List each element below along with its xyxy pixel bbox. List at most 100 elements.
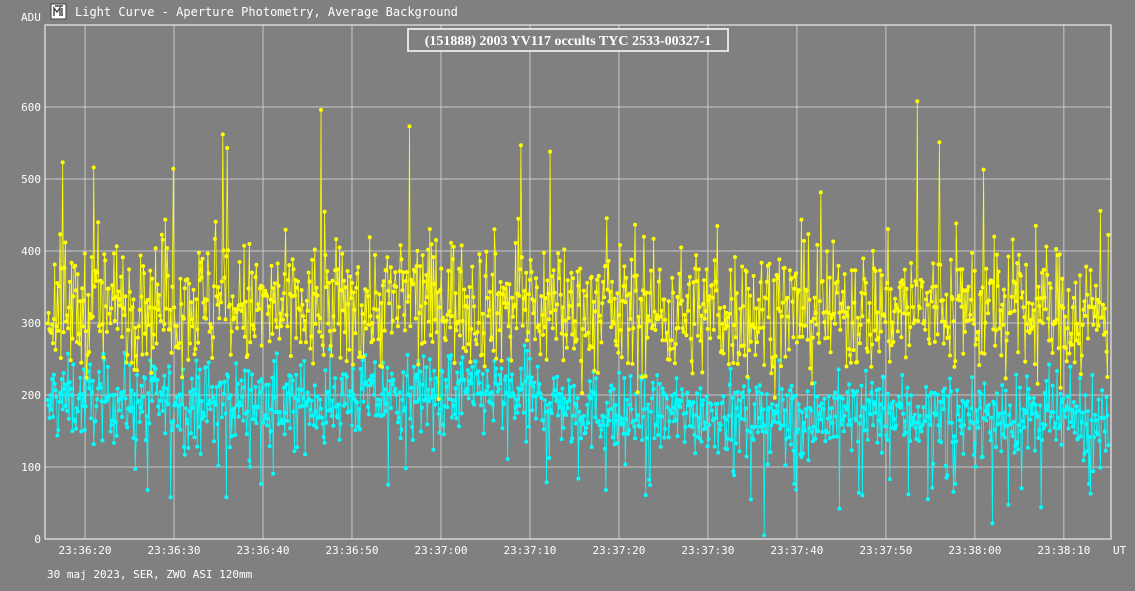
target-data-point [474,342,479,347]
target-data-point [974,337,979,342]
comparison-data-point [840,417,845,422]
comparison-data-point [502,402,507,406]
target-data-point [83,329,88,334]
comparison-data-point [97,369,101,374]
comparison-data-point [393,386,398,391]
comparison-data-point [607,418,612,423]
target-data-point [1063,314,1067,319]
target-data-point [848,360,853,365]
target-data-point [732,323,737,328]
comparison-data-point [905,385,910,390]
target-data-point [790,299,795,304]
comparison-data-point [97,381,102,386]
comparison-data-point [438,407,443,412]
chart-title-border [407,28,729,52]
target-data-point [851,348,856,352]
target-data-point [208,321,213,326]
target-data-point [744,269,749,274]
comparison-data-point [335,415,340,420]
target-data-point [84,375,89,380]
comparison-data-point [726,413,731,418]
target-data-point [199,275,204,280]
target-data-point [772,395,777,400]
comparison-data-point [792,482,797,486]
comparison-data-point [208,407,213,412]
target-data-point [250,323,255,328]
target-data-point [158,318,163,323]
target-data-point [373,290,378,295]
target-data-point [952,364,957,369]
target-data-point [338,355,343,360]
target-data-point [947,335,952,340]
target-data-point [465,305,470,310]
target-data-point [221,248,226,253]
target-data-point [335,267,340,272]
target-data-point [304,340,308,345]
target-data-point [407,124,412,129]
comparison-data-point [314,425,319,430]
comparison-data-point [505,457,510,461]
comparison-data-point [130,405,135,410]
target-data-point [324,285,329,290]
comparison-data-point [794,487,799,492]
comparison-data-point [359,386,364,391]
comparison-data-point [952,434,957,439]
target-data-point [868,332,873,337]
target-data-point [148,268,153,273]
target-data-point [92,284,97,289]
comparison-data-point [542,398,547,403]
target-data-point [807,297,812,302]
target-data-point [965,287,970,292]
comparison-data-point [634,418,639,422]
comparison-data-point [694,413,699,417]
target-data-point [266,304,271,309]
comparison-data-point [780,397,785,402]
target-data-point [584,293,589,298]
target-data-point [484,249,489,254]
window-title: Light Curve - Aperture Photometry, Avera… [75,5,458,19]
x-tick-label: 23:37:30 [681,544,734,557]
target-data-point [1074,338,1079,343]
target-data-point [715,224,720,228]
comparison-data-point [984,418,989,423]
target-data-point [1036,284,1041,289]
target-data-point [334,281,339,286]
target-data-point [926,337,931,342]
comparison-data-point [652,436,657,441]
target-data-point [849,268,854,273]
comparison-data-point [839,422,844,427]
target-data-point [656,317,661,322]
comparison-data-point [725,447,730,452]
target-data-point [609,325,614,330]
comparison-data-point [491,418,496,423]
comparison-data-point [204,365,208,370]
target-data-point [325,269,330,274]
series-comparison [45,343,1111,538]
comparison-data-point [381,412,386,417]
comparison-data-point [788,442,793,447]
comparison-data-point [660,386,665,391]
target-data-point [863,280,868,285]
target-data-point [91,165,96,170]
target-data-point [1104,349,1109,354]
comparison-data-point [364,380,369,384]
comparison-data-point [1031,400,1036,405]
comparison-data-point [210,384,215,389]
comparison-data-point [781,423,786,428]
comparison-data-point [444,384,449,389]
comparison-data-point [329,414,334,419]
target-data-point [852,300,857,305]
comparison-data-point [238,403,243,408]
comparison-data-point [1010,434,1015,439]
comparison-data-point [468,371,473,376]
target-data-point [741,304,745,309]
target-data-point [291,267,296,272]
target-data-point [55,281,60,286]
comparison-data-point [1098,465,1103,470]
target-data-point [913,279,918,284]
light-curve-app-icon[interactable] [50,3,67,20]
target-data-point [520,323,525,328]
target-data-point [331,314,336,319]
target-data-point [737,352,742,357]
target-data-point [1021,305,1026,310]
